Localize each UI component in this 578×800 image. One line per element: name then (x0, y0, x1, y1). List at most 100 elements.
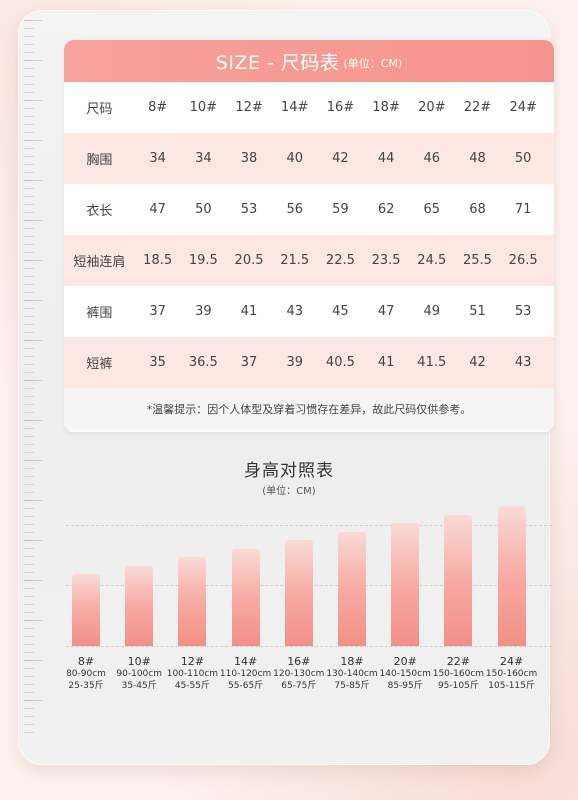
bar-size-label: 10# (127, 655, 151, 668)
bar-height-label: 150-160cm (432, 669, 485, 679)
table-cell: 42 (332, 151, 349, 166)
row-label: 短裤 (86, 357, 113, 372)
bar-weight-label: 55-65斤 (228, 681, 264, 691)
table-cell: 46 (423, 151, 441, 166)
bar-size-label: 24# (499, 655, 524, 668)
table-cell: 41.5 (417, 355, 447, 370)
table-cell: 44 (377, 151, 395, 166)
table-cell: 71 (514, 202, 532, 217)
table-row: 胸围 34 34 38 40 42 44 46 48 50 (64, 133, 554, 184)
size-table-title: SIZE - 尺码表 (215, 51, 340, 74)
table-row: 裤围 37 39 41 43 45 47 49 51 53 (64, 286, 554, 337)
table-cell: 19.5 (188, 253, 218, 268)
table-row: 短袖连肩 18.5 19.5 20.5 21.5 22.5 23.5 24.5 25.5 26.5 (64, 235, 554, 286)
ruler-major-ticks (24, 20, 42, 740)
chart-bar (391, 523, 420, 646)
bar-size-label: 14# (233, 655, 258, 668)
bar-label: 18# 130-140cm 75-85斤 (322, 655, 382, 692)
bar-size-label: 22# (446, 655, 470, 668)
bar-size-label: 8# (77, 655, 95, 668)
bar-weight-label: 85-95斤 (387, 681, 423, 691)
table-cell: 26.5 (508, 253, 538, 268)
table-cell: 23.5 (371, 253, 401, 268)
bar-size-label: 16# (287, 655, 311, 668)
table-cell: 22# (463, 100, 492, 115)
row-label: 短袖连肩 (73, 255, 126, 270)
chart-gridline (66, 525, 552, 526)
table-cell: 41 (377, 355, 395, 370)
chart-bar (338, 531, 366, 646)
size-table-unit: (单位：CM) (343, 57, 403, 70)
bar-label: 8# 80-90cm 25-35斤 (56, 655, 116, 692)
size-table: SIZE - 尺码表 (单位：CM) 尺码 8# 10# 12# 14# 16# 18# 20… (64, 40, 554, 432)
table-cell: 50 (195, 202, 212, 217)
table-cell: 50 (514, 151, 532, 166)
table-cell: 47 (149, 202, 166, 217)
chart-bar (72, 574, 100, 646)
chart-bar (231, 548, 260, 646)
table-header-row: 尺码 8# 10# 12# 14# 16# 18# 20# 22# 24# (64, 82, 554, 133)
bar-size-label: 20# (393, 655, 417, 668)
row-label: 尺码 (86, 102, 113, 117)
table-cell: 24.5 (417, 253, 447, 268)
table-cell: 41 (240, 304, 258, 319)
bar-weight-label: 105-115斤 (488, 681, 535, 691)
height-chart-title: 身高对照表 (244, 461, 334, 481)
bar-weight-label: 45-55斤 (174, 681, 210, 691)
bar-label: 12# 100-110cm 45-55斤 (162, 655, 222, 692)
bar-label: 22# 150-160cm 95-105斤 (428, 655, 488, 692)
table-cell: 62 (377, 202, 395, 217)
table-cell: 38 (240, 151, 258, 166)
size-table-body: 尺码 8# 10# 12# 14# 16# 18# 20# 22# 24# 胸围 34 34 38 40 42… (64, 82, 554, 388)
bar-weight-label: 65-75斤 (281, 681, 317, 691)
table-cell: 18.5 (143, 253, 173, 268)
chart-bar (444, 514, 473, 646)
chart-bar (284, 540, 313, 646)
bar-height-label: 80-90cm (66, 669, 106, 679)
size-tip: *温馨提示：因个人体型及穿着习惯存在差异，故此尺码仅供参考。 (64, 388, 554, 430)
bar-weight-label: 95-105斤 (437, 681, 479, 691)
bar-label: 16# 120-130cm 65-75斤 (269, 655, 329, 692)
table-cell: 18# (372, 100, 400, 115)
chart-gridline (66, 646, 552, 647)
table-cell: 43 (514, 355, 532, 370)
table-cell: 47 (377, 304, 395, 319)
table-cell: 45 (332, 304, 349, 319)
bar-weight-label: 75-85斤 (334, 681, 370, 691)
table-cell: 51 (469, 304, 486, 319)
table-cell: 34 (149, 151, 166, 166)
chart-bar (497, 506, 526, 646)
table-cell: 59 (332, 202, 349, 217)
table-cell: 42 (469, 355, 486, 370)
table-cell: 21.5 (280, 253, 310, 268)
bar-weight-label: 35-45斤 (121, 681, 157, 691)
height-chart-unit: (单位：CM) (262, 486, 316, 497)
bar-label: 20# 140-150cm 85-95斤 (375, 655, 435, 692)
chart-bar (125, 565, 154, 646)
bar-height-label: 90-100cm (116, 669, 162, 679)
table-cell: 37 (149, 304, 166, 319)
bar-height-label: 120-130cm (273, 669, 325, 679)
bar-label: 10# 90-100cm 35-45斤 (109, 655, 169, 692)
table-cell: 20.5 (234, 253, 264, 268)
table-cell: 43 (286, 304, 303, 319)
table-cell: 40.5 (325, 355, 355, 370)
table-cell: 36.5 (188, 355, 218, 370)
table-cell: 35 (149, 355, 166, 370)
row-label: 胸围 (86, 153, 113, 168)
table-cell: 53 (514, 304, 532, 319)
table-row: 衣长 47 50 53 56 59 62 65 68 71 (64, 184, 554, 235)
table-cell: 40 (286, 151, 303, 166)
table-cell: 22.5 (325, 253, 355, 268)
table-cell: 14# (281, 100, 309, 115)
bar-height-label: 140-150cm (379, 669, 431, 679)
table-cell: 16# (326, 100, 355, 115)
bar-height-label: 150-160cm (485, 669, 538, 679)
table-cell: 20# (418, 100, 446, 115)
chart-bar (178, 557, 207, 646)
table-cell: 8# (148, 100, 168, 115)
bar-label: 24# 150-160cm 105-115斤 (482, 655, 542, 692)
table-cell: 34 (195, 151, 212, 166)
bar-size-label: 18# (340, 655, 364, 668)
